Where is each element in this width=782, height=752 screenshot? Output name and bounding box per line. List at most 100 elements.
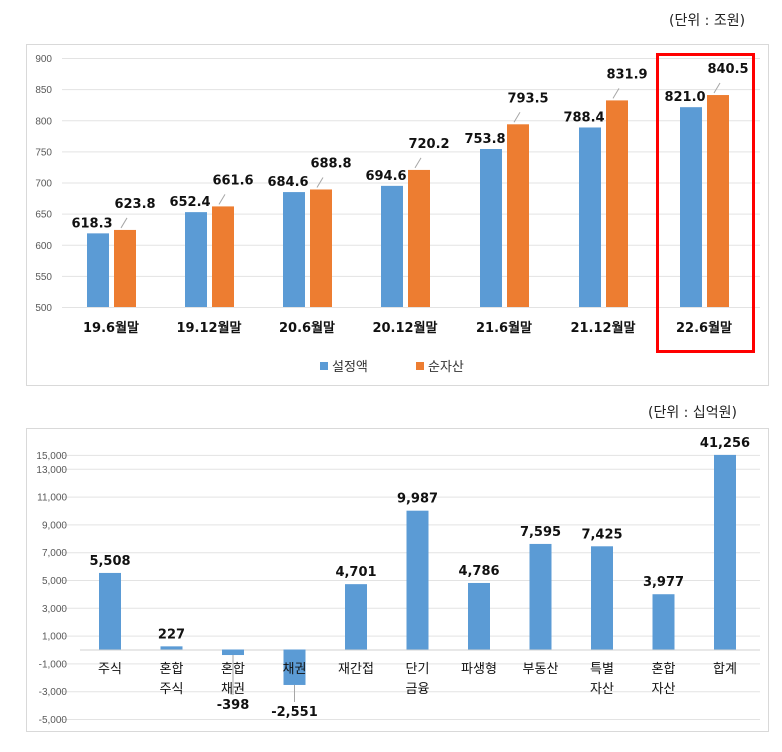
x-category-label: 21.12월말 — [570, 320, 635, 336]
y-tick-label: 3,000 — [42, 604, 67, 615]
legend-swatch — [416, 362, 424, 370]
bar-net-assets — [707, 95, 729, 307]
x-category-label: 금융 — [406, 682, 430, 697]
y-tick-label: -3,000 — [39, 687, 68, 698]
bar-setting-amount — [480, 149, 502, 307]
legend-label: 설정액 — [332, 360, 368, 375]
data-label: 4,786 — [458, 564, 499, 579]
leader-line — [713, 82, 721, 94]
x-category-label: 합계 — [713, 662, 737, 677]
bar-net-assets — [310, 189, 332, 307]
x-category-label: 단기 — [406, 662, 430, 677]
x-category-label: 부동산 — [523, 662, 559, 677]
y-tick-label: 600 — [35, 241, 52, 252]
x-category-label: 주식 — [160, 682, 184, 697]
bar-setting-amount — [87, 233, 109, 307]
data-label: 720.2 — [408, 137, 449, 152]
y-tick-label: 700 — [35, 179, 52, 190]
y-tick-label: 5,000 — [42, 576, 67, 587]
bar-net-assets — [606, 100, 628, 308]
data-label: -398 — [217, 698, 250, 713]
bar-net-assets — [114, 229, 136, 307]
top-unit-label: (단위 : 조원) — [669, 13, 746, 29]
data-label: 840.5 — [707, 62, 748, 77]
bar — [652, 594, 675, 650]
data-label: 821.0 — [664, 90, 705, 105]
bar-setting-amount — [680, 107, 702, 308]
leader-line — [218, 194, 226, 205]
y-tick-label: 500 — [35, 303, 52, 314]
data-label: 831.9 — [606, 67, 647, 82]
y-tick-label: 800 — [35, 116, 52, 127]
x-category-label: 21.6월말 — [476, 320, 532, 336]
x-category-label: 혼합 — [160, 662, 184, 677]
data-label: 652.4 — [169, 195, 210, 210]
x-category-label: 19.12월말 — [176, 320, 241, 336]
bar — [529, 543, 552, 650]
bar — [283, 649, 306, 685]
data-label: 4,701 — [335, 565, 376, 580]
x-category-label: 재간접 — [338, 662, 374, 677]
leader-line — [120, 217, 128, 229]
x-category-label: 19.6월말 — [83, 320, 139, 336]
x-category-label: 특별 — [590, 662, 614, 677]
y-tick-label: 13,000 — [36, 465, 67, 476]
y-tick-label: 7,000 — [42, 548, 67, 559]
data-label: 7,425 — [581, 527, 622, 542]
y-tick-label: 550 — [35, 272, 52, 283]
data-label: 9,987 — [397, 492, 438, 507]
bar-setting-amount — [283, 192, 305, 307]
data-label: 618.3 — [71, 216, 112, 231]
y-tick-label: 850 — [35, 85, 52, 96]
data-label: -2,551 — [271, 705, 318, 720]
y-tick-label: -5,000 — [39, 715, 68, 726]
data-label: 788.4 — [563, 110, 604, 125]
data-label: 688.8 — [310, 156, 351, 171]
x-category-label: 22.6월말 — [676, 320, 732, 336]
y-tick-label: 11,000 — [37, 493, 67, 504]
bottom-unit-label: (단위 : 십억원) — [648, 405, 737, 421]
bar-net-assets — [507, 124, 529, 307]
data-label: 7,595 — [520, 525, 561, 540]
x-category-label: 자산 — [652, 682, 676, 697]
y-tick-label: 750 — [35, 147, 52, 158]
x-category-label: 20.12월말 — [372, 320, 437, 336]
y-tick-label: 15,000 — [36, 451, 67, 462]
leader-line — [513, 112, 521, 123]
x-category-label: 파생형 — [461, 662, 497, 677]
y-tick-label: 1,000 — [42, 632, 67, 643]
bar — [222, 649, 244, 656]
bar — [406, 510, 429, 650]
data-label: 623.8 — [114, 197, 155, 212]
bar-setting-amount — [579, 127, 601, 307]
bar — [468, 582, 490, 650]
x-category-label: 20.6월말 — [279, 320, 335, 336]
x-category-label: 주식 — [98, 662, 122, 677]
bar — [714, 454, 736, 650]
bar — [591, 546, 613, 650]
data-label: 694.6 — [365, 169, 406, 184]
data-label: 227 — [158, 627, 185, 642]
bar — [160, 646, 183, 650]
bottom-chart-frame — [26, 428, 769, 732]
leader-line — [612, 88, 620, 99]
data-label: 684.6 — [267, 175, 308, 190]
bar — [99, 572, 121, 650]
data-label: 41,256 — [700, 436, 750, 451]
leader-line — [414, 157, 422, 169]
x-category-label: 혼합 — [652, 662, 676, 677]
legend-label: 순자산 — [428, 360, 464, 375]
bar-net-assets — [212, 206, 234, 307]
x-category-label: 자산 — [590, 682, 614, 697]
bar-setting-amount — [185, 212, 207, 307]
bar-net-assets — [408, 169, 430, 307]
y-tick-label: 900 — [35, 54, 52, 65]
y-tick-label: 9,000 — [42, 520, 67, 531]
y-tick-label: -1,000 — [39, 659, 68, 670]
data-label: 661.6 — [212, 173, 253, 188]
x-category-label: 채권 — [283, 662, 307, 677]
legend-swatch — [320, 362, 328, 370]
bar-setting-amount — [381, 185, 403, 307]
data-label: 753.8 — [464, 132, 505, 147]
